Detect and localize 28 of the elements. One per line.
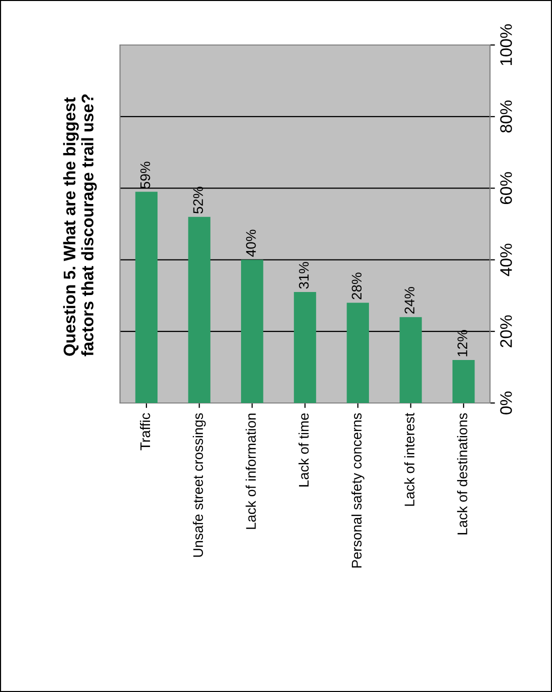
y-tick-label: 20% [500, 315, 512, 348]
bar [294, 292, 316, 403]
bar [135, 192, 158, 403]
x-tick-label: Lack of time [298, 413, 309, 486]
data-label: 24% [404, 287, 414, 314]
bar [400, 317, 422, 403]
y-tick-label: 100% [500, 24, 512, 66]
data-label: 12% [457, 330, 468, 356]
x-tick-label: Lack of information [246, 414, 256, 529]
data-label: 40% [246, 230, 256, 257]
bar [346, 302, 369, 403]
data-label: 52% [193, 186, 204, 214]
x-tick-label: Lack of destinations [457, 413, 468, 534]
data-label: 28% [352, 272, 362, 300]
y-tick-label: 80% [500, 100, 512, 133]
data-label: 31% [298, 262, 309, 289]
bar [241, 260, 264, 403]
x-tick-label: Lack of interest [404, 412, 414, 506]
y-tick-label: 60% [500, 172, 512, 204]
data-label: 59% [140, 162, 150, 188]
x-tick-label: Unsafe street crossings [192, 413, 206, 557]
x-tick-label: Personal safety concerns [351, 413, 364, 568]
y-tick-label: 0% [500, 392, 512, 414]
y-tick-label: 40% [500, 244, 512, 276]
text: Question 5. What are the biggest factors that discourage trail use? [63, 94, 97, 356]
bar [188, 216, 210, 403]
bar [452, 360, 475, 403]
x-tick-label: Traffic [140, 413, 150, 450]
